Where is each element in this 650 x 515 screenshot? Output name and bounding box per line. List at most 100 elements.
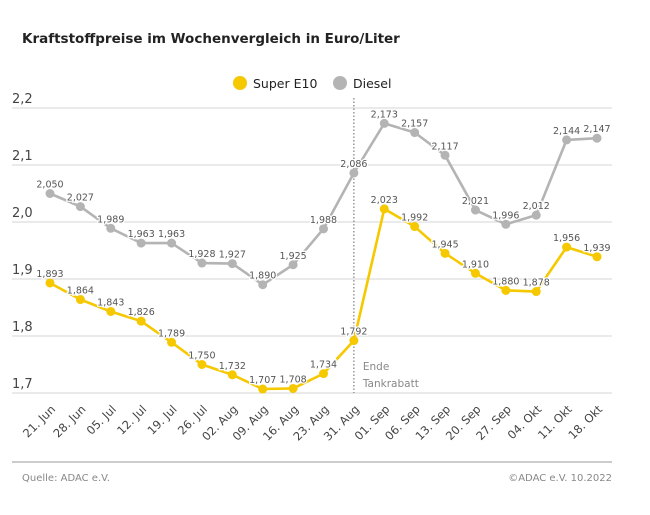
data-point	[258, 280, 268, 290]
y-tick-label: 1,8	[12, 320, 33, 335]
data-label: 1,910	[462, 259, 489, 270]
legend-marker	[233, 76, 247, 90]
y-tick-label: 2,1	[12, 149, 33, 164]
data-point	[319, 224, 328, 234]
y-tick-label: 2,2	[12, 92, 33, 107]
data-point	[440, 150, 450, 160]
data-point	[288, 383, 298, 393]
data-point	[410, 128, 420, 138]
data-label: 1,956	[553, 233, 580, 244]
data-label: 1,843	[97, 297, 124, 308]
data-point	[379, 204, 389, 214]
y-tick-label: 1,7	[12, 377, 33, 392]
data-point	[258, 384, 268, 394]
data-point	[470, 205, 480, 215]
series-line	[49, 122, 598, 287]
data-point	[531, 287, 541, 297]
data-label: 1,893	[36, 269, 63, 280]
data-label: 2,021	[462, 196, 489, 207]
data-point	[136, 238, 146, 248]
data-label: 1,789	[158, 328, 185, 339]
data-label: 2,157	[401, 119, 428, 130]
y-tick-label: 2,0	[12, 206, 33, 221]
data-point	[136, 316, 146, 326]
data-point	[349, 168, 359, 178]
data-label: 1,927	[219, 250, 246, 261]
data-label: 2,147	[583, 124, 610, 135]
source-text: Quelle: ADAC e.V.	[22, 473, 110, 484]
data-point	[592, 252, 602, 262]
data-point	[227, 370, 237, 380]
data-point	[106, 306, 116, 316]
data-point	[319, 369, 328, 379]
x-tick-label: 28. Jun	[50, 402, 88, 440]
data-label: 2,144	[553, 126, 580, 137]
data-point	[410, 222, 420, 232]
data-point	[197, 258, 207, 268]
x-tick-label: 12. Jul	[114, 402, 149, 437]
data-label: 1,734	[310, 360, 337, 371]
data-label: 2,012	[523, 201, 550, 212]
legend-marker	[333, 76, 347, 90]
data-label: 1,826	[128, 307, 155, 318]
data-label: 2,027	[67, 193, 94, 204]
data-label: 1,925	[280, 251, 307, 262]
data-point	[501, 219, 511, 229]
annotation-text: Ende	[363, 361, 389, 373]
x-tick-label: 19. Jul	[144, 402, 179, 437]
data-point	[227, 259, 237, 269]
data-point	[531, 210, 541, 220]
data-label: 2,086	[340, 159, 367, 170]
legend-label: Super E10	[253, 76, 317, 91]
data-point	[45, 278, 55, 288]
data-label: 1,707	[249, 375, 276, 386]
data-point	[167, 238, 177, 248]
data-point	[349, 336, 359, 346]
data-point	[562, 135, 572, 145]
data-label: 1,963	[128, 229, 155, 240]
data-label: 1,750	[188, 351, 215, 362]
data-point	[501, 285, 511, 295]
data-label: 2,050	[36, 180, 63, 191]
data-point	[440, 248, 450, 258]
data-point	[75, 202, 85, 212]
data-point	[45, 189, 55, 198]
y-tick-label: 1,9	[12, 263, 33, 278]
data-label: 1,708	[280, 374, 307, 385]
data-point	[167, 337, 177, 347]
data-label: 1,996	[492, 210, 519, 221]
data-label: 1,928	[188, 249, 215, 260]
annotation-text: Tankrabatt	[362, 378, 419, 390]
x-tick-label: 05. Jul	[84, 402, 119, 437]
data-label: 1,988	[310, 215, 337, 226]
data-point	[197, 360, 207, 369]
data-label: 1,878	[523, 278, 550, 289]
data-label: 1,732	[219, 361, 246, 372]
data-point	[470, 268, 480, 278]
copyright-text: ©ADAC e.V. 10.2022	[508, 473, 612, 484]
data-label: 1,945	[431, 239, 458, 250]
legend: Super E10 Diesel	[233, 76, 391, 91]
data-label: 1,939	[583, 243, 610, 254]
data-point	[106, 223, 116, 233]
x-tick-label: 21. Jun	[20, 402, 58, 440]
data-label: 2,173	[371, 109, 398, 120]
data-label: 1,992	[401, 213, 428, 224]
data-label: 1,890	[249, 271, 276, 282]
data-label: 1,864	[67, 286, 94, 297]
data-point	[75, 295, 85, 305]
data-label: 1,880	[492, 276, 519, 287]
data-point	[562, 242, 572, 252]
data-point	[379, 118, 389, 128]
data-point	[288, 260, 298, 270]
data-label: 1,963	[158, 229, 185, 240]
data-label: 2,117	[431, 141, 458, 152]
data-label: 2,023	[371, 195, 398, 206]
data-label: 1,989	[97, 214, 124, 225]
data-point	[592, 133, 602, 143]
x-tick-label: 18. Okt	[565, 402, 605, 442]
